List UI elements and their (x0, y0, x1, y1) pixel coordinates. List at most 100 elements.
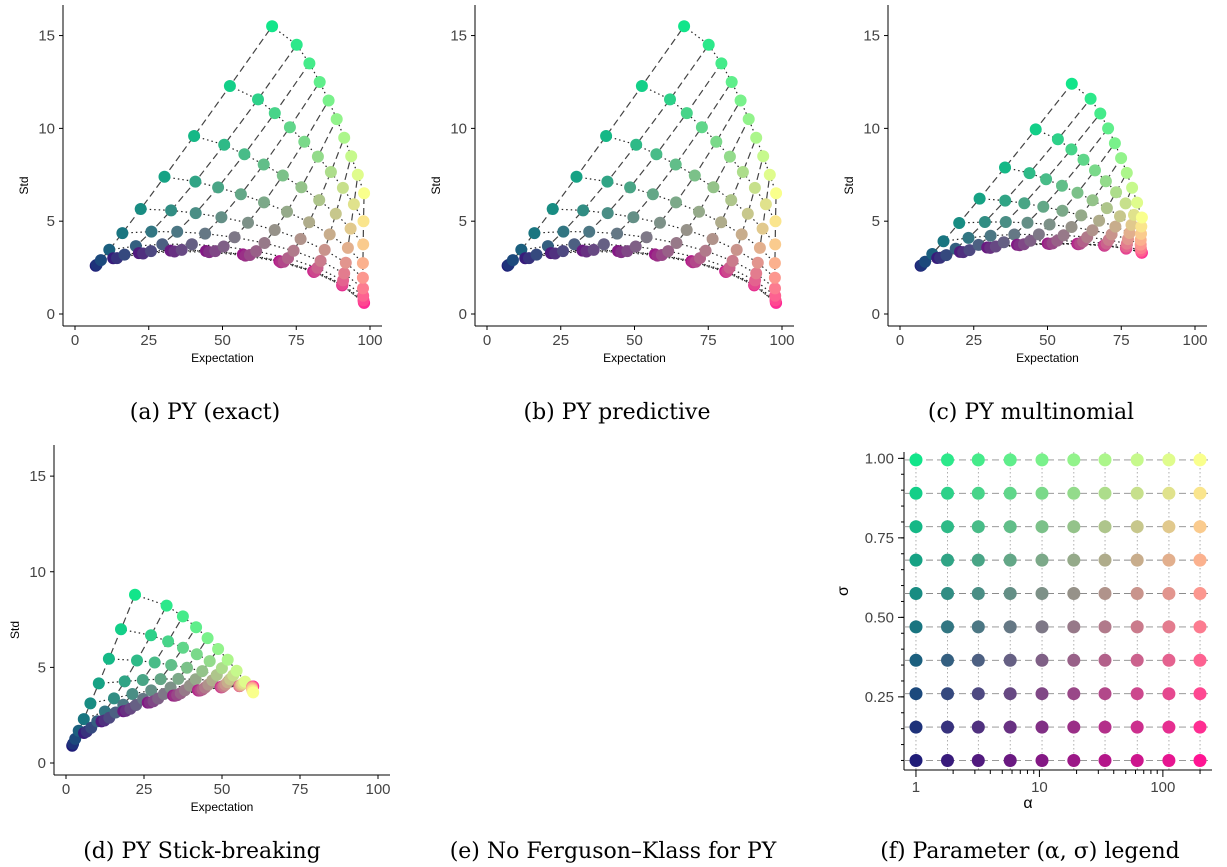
data-point (693, 205, 705, 218)
data-point (688, 169, 701, 182)
data-point (1120, 166, 1133, 179)
data-point (726, 254, 739, 267)
legend-point (1130, 520, 1144, 534)
data-point (570, 170, 583, 183)
x-tick-label: 25 (965, 332, 982, 349)
x-tick-label: 50 (214, 332, 231, 349)
data-point (937, 235, 950, 248)
iso-sigma-curve (164, 176, 364, 264)
x-tick-label: 100 (1150, 779, 1175, 796)
data-point (1065, 77, 1078, 90)
data-point (750, 267, 763, 280)
data-point (669, 158, 682, 171)
data-point (1057, 229, 1070, 242)
data-point (629, 240, 642, 253)
legend-point (941, 520, 954, 534)
data-point (1099, 175, 1112, 188)
y-tick-label: 1.00 (865, 450, 894, 467)
data-point (557, 225, 570, 238)
data-point (1051, 133, 1064, 146)
legend-point (1098, 553, 1112, 567)
data-point (131, 654, 143, 667)
data-point (215, 211, 228, 224)
data-point (741, 207, 754, 220)
legend-point (1162, 687, 1176, 701)
legend-point (1003, 587, 1017, 600)
data-point (506, 254, 519, 267)
data-point (162, 635, 175, 648)
data-point (252, 93, 264, 106)
data-point (736, 166, 749, 178)
iso-alpha-curve (242, 118, 338, 257)
legend-point (1162, 553, 1176, 567)
data-point (707, 181, 720, 194)
data-point (189, 175, 202, 188)
legend-point (1130, 620, 1144, 634)
data-point (999, 194, 1012, 207)
data-point (336, 181, 349, 194)
legend-point (1098, 453, 1112, 467)
legend-point (1098, 486, 1112, 500)
legend-point (1193, 754, 1207, 767)
data-point (600, 130, 613, 142)
legend-point (1035, 553, 1049, 567)
data-point (1109, 220, 1122, 233)
data-point (756, 222, 769, 235)
data-point (102, 652, 115, 665)
data-point (298, 135, 311, 148)
data-point (963, 244, 976, 257)
data-point (242, 216, 254, 229)
data-point (290, 38, 303, 51)
x-tick-label: 10 (1031, 779, 1048, 796)
data-point (165, 659, 178, 671)
data-point (710, 135, 723, 148)
legend-point (909, 720, 923, 734)
iso-alpha-curve (959, 113, 1101, 253)
legend-point (941, 587, 954, 600)
legend-point (941, 754, 954, 767)
data-point (136, 674, 149, 686)
iso-sigma-curve (683, 25, 777, 194)
data-point (1043, 218, 1056, 231)
data-point (1114, 210, 1126, 223)
legend-point (1003, 486, 1017, 500)
data-point (670, 237, 683, 249)
panel-d-std-vs-expectation: 0 25 50 75 100 0 5 10 15 Expectation Std (8, 445, 391, 814)
iso-alpha-curve (138, 63, 310, 255)
data-point (345, 150, 358, 163)
data-point (753, 241, 766, 254)
data-point (1023, 167, 1036, 180)
legend-point (1193, 587, 1207, 600)
data-point (587, 243, 600, 256)
iso-sigma-curve (109, 243, 364, 297)
data-point (181, 661, 193, 674)
caption-c: (c) PY multinomial (928, 400, 1134, 425)
data-point (203, 655, 216, 668)
data-point (268, 224, 281, 236)
legend-point (1193, 553, 1207, 567)
data-point (221, 653, 234, 666)
x-tick-label: 100 (357, 332, 382, 349)
data-point (172, 672, 185, 685)
data-point (323, 228, 336, 241)
iso-sigma-curve (108, 658, 253, 691)
x-tick-label: 25 (552, 332, 569, 349)
y-tick-label: 10 (450, 120, 467, 137)
legend-point (1130, 720, 1144, 734)
data-point (212, 643, 225, 655)
data-point (281, 205, 293, 218)
legend-point (1162, 486, 1176, 500)
legend-point (941, 687, 954, 701)
data-point (341, 241, 354, 254)
data-point (283, 121, 296, 134)
data-point (1056, 179, 1068, 192)
iso-sigma-curve (193, 135, 364, 245)
data-point (199, 227, 212, 240)
iso-sigma-curve (521, 243, 776, 297)
iso-sigma-curve (229, 85, 365, 222)
data-point (118, 248, 131, 261)
legend-point (1193, 620, 1207, 634)
data-point (601, 175, 614, 188)
data-point (940, 249, 953, 262)
